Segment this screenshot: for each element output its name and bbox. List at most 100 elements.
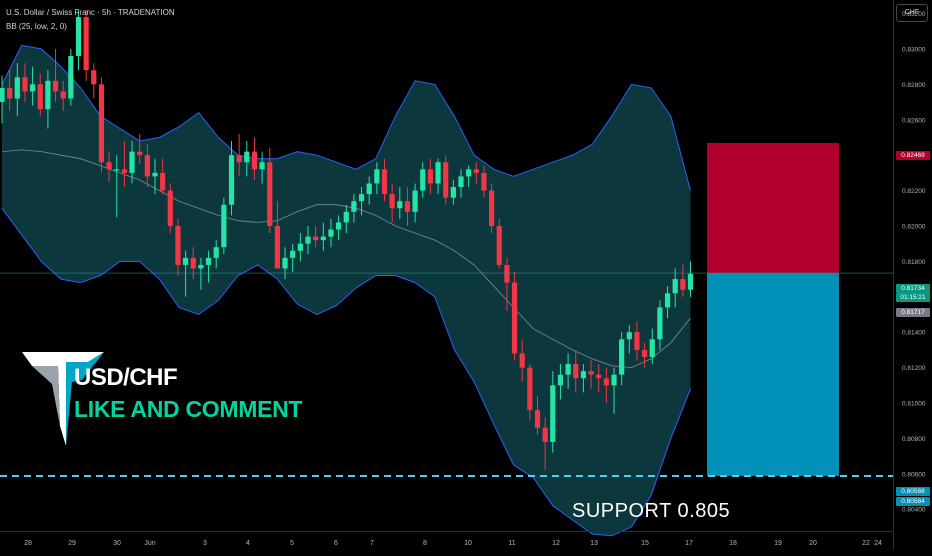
stop-zone (707, 273, 839, 476)
price-axis[interactable]: 0.832000.830000.828000.826000.824000.822… (893, 0, 932, 550)
candle-body (290, 250, 296, 258)
position-zones (707, 142, 839, 476)
candle-body (435, 162, 441, 184)
candle-body (351, 201, 357, 212)
candle-body (588, 371, 594, 375)
candle-body (328, 229, 334, 237)
price-lines (0, 272, 893, 477)
price-tick-label: 0.82200 (902, 188, 926, 195)
price-tick-label: 0.82600 (902, 117, 926, 124)
candle-body (144, 155, 150, 177)
price-tick-label: 0.83000 (902, 46, 926, 53)
currency-button[interactable]: CHF (896, 4, 928, 22)
candle-body (389, 194, 395, 209)
candle-body (619, 339, 625, 375)
price-tick-label: 0.82800 (902, 82, 926, 89)
candle-body (649, 339, 655, 357)
candle-body (305, 236, 311, 244)
price-tick-label: 0.81400 (902, 330, 926, 337)
candle-body (98, 84, 105, 163)
indicator-legend[interactable]: BB (25, low, 2, 0) (6, 22, 67, 31)
candle-body (297, 243, 303, 251)
candle-body (504, 264, 510, 283)
candle-body (183, 257, 189, 265)
candle-body (22, 77, 28, 92)
candle-body (573, 364, 579, 379)
price-tick-label: 0.80600 (902, 471, 926, 478)
candle-body (121, 169, 127, 173)
candle-body (37, 84, 43, 110)
candle-body (557, 374, 564, 386)
candle-body (14, 77, 20, 99)
candle-body (129, 151, 135, 173)
time-tick-label: 7 (370, 540, 374, 547)
candle-body (450, 187, 456, 198)
time-tick-label: 28 (24, 540, 32, 547)
time-axis-labels: 28 29 30 Jun 3 4 5 6 7 8 10 11 12 13 15 17 18 19 20 22 24 (24, 540, 882, 547)
candle-body (642, 349, 648, 357)
time-axis[interactable]: 28 29 30 Jun 3 4 5 6 7 8 10 11 12 13 15 17 18 19 20 22 24 (0, 531, 893, 551)
candle-body (374, 169, 380, 184)
candle-body (213, 247, 219, 258)
candle-body (596, 374, 602, 379)
time-tick-label: 19 (774, 540, 782, 547)
candle-body (152, 172, 158, 177)
candle-body (251, 151, 258, 170)
symbol-title[interactable]: U.S. Dollar / Swiss Franc · 5h · TRADENA… (6, 8, 175, 17)
candle-body (160, 172, 166, 191)
candle-body (75, 17, 82, 57)
target-price-tag: 0.82469 (896, 151, 930, 160)
prev-close-tag: 0.81717 (896, 308, 930, 317)
candle-body (427, 169, 433, 184)
time-tick-label: 30 (113, 540, 121, 547)
candle-body (527, 367, 533, 411)
price-axis-labels: 0.832000.830000.828000.826000.824000.822… (902, 11, 926, 514)
time-tick-label: 20 (809, 540, 817, 547)
price-tick-label: 0.82000 (902, 223, 926, 230)
candle-body (489, 190, 495, 226)
candle-body (481, 172, 487, 191)
candle-body (198, 264, 204, 269)
candle-body (466, 169, 472, 177)
time-tick-label: 4 (246, 540, 250, 547)
bollinger-bands (1, 44, 691, 537)
price-tick-label: 0.80400 (902, 507, 926, 514)
pair-title: USD/CHF (74, 364, 178, 391)
candle-body (366, 183, 372, 195)
candle-body (443, 162, 449, 198)
time-tick-label: 13 (590, 540, 598, 547)
time-tick-label: Jun (144, 540, 155, 547)
time-tick-label: 29 (68, 540, 76, 547)
price-tick-label: 0.81800 (902, 259, 926, 266)
candle-body (473, 169, 479, 173)
candle-body (137, 151, 143, 156)
time-tick-label: 11 (508, 540, 515, 547)
candle-body (634, 332, 640, 350)
candle-body (313, 236, 319, 241)
candle-body (267, 162, 273, 226)
candle-body (45, 80, 51, 110)
candle-body (274, 225, 280, 269)
candle-body (259, 162, 265, 170)
candle-body (664, 293, 671, 308)
candle-body (496, 225, 502, 265)
candle-body (381, 169, 388, 195)
time-tick-label: 5 (290, 540, 294, 547)
candle-body (91, 70, 97, 85)
candle-body (221, 204, 227, 248)
support-tag-b: 0.80584 (896, 497, 930, 506)
candle-body (680, 279, 686, 290)
candle-body (626, 332, 632, 340)
candle-body (580, 371, 586, 379)
candle-body (397, 201, 403, 209)
last-price-tag: 0.81734 (896, 284, 930, 293)
candle-body (68, 56, 74, 99)
candlesticks (0, 10, 694, 471)
candle-body (236, 155, 242, 163)
candle-body (83, 17, 89, 71)
candle-body (542, 427, 548, 442)
time-tick-label: 12 (552, 540, 560, 547)
time-tick-label: 17 (685, 540, 693, 547)
band-lower-line (1, 208, 691, 537)
